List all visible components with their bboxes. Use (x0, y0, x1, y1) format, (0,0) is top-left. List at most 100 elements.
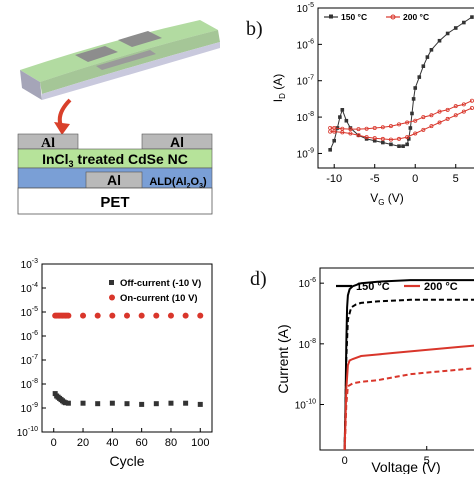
data-point (461, 102, 466, 107)
legend-marker (329, 14, 333, 19)
panel-a-device: Al Al InCl3 treated CdSe NC Al ALD(Al2O3… (0, 0, 240, 225)
data-point (406, 137, 411, 141)
y-tick-label: 10-9 (297, 147, 314, 160)
data-point (348, 126, 353, 130)
y-tick-label: 10-9 (21, 402, 38, 415)
data-point (413, 86, 418, 90)
data-point (94, 312, 101, 319)
series-line-1 (330, 100, 473, 130)
data-point (197, 401, 203, 407)
data-point (389, 142, 393, 147)
data-point (429, 48, 434, 52)
data-point (462, 20, 466, 25)
data-point (197, 312, 204, 319)
data-point (380, 125, 385, 130)
data-point (356, 133, 361, 138)
data-point (417, 75, 422, 79)
data-point (364, 126, 369, 131)
legend-label: 200 °C (403, 12, 429, 22)
substrate-label: PET (100, 194, 129, 211)
x-tick-label: 20 (77, 437, 89, 449)
series-line-1 (343, 298, 474, 451)
data-point (429, 124, 434, 129)
x-axis-label: Voltage (V) (371, 459, 440, 474)
x-tick-label: 5 (424, 455, 430, 467)
plot-frame (317, 7, 474, 169)
al-right-label: Al (170, 134, 184, 150)
data-point (453, 104, 458, 109)
panel-c-cycle-chart: 0 20 40 60 80 100 10-10 10-9 10-8 10-7 10-6 10-5 10-… (0, 250, 240, 474)
data-point (421, 64, 426, 68)
x-tick-label: 100 (191, 437, 209, 449)
data-point (332, 126, 337, 131)
arrowhead-icon (54, 122, 70, 135)
data-point (453, 113, 458, 118)
y-tick-label: 10-10 (17, 426, 38, 439)
data-point (109, 312, 116, 319)
dielectric-label: ALD(Al2O3) (149, 176, 207, 190)
x-tick-label: 80 (165, 437, 177, 449)
cycle-stability-svg: 0 20 40 60 80 100 10-10 10-9 10-8 10-7 10-6 10-5 10-… (17, 258, 213, 469)
y-axis-label: ID (A) (271, 74, 287, 102)
device-schematic: Al Al InCl3 treated CdSe NC Al ALD(Al2O3… (17, 20, 220, 215)
transfer-curve-svg: -10 -5 0 5 10-9 10-8 10-7 10-6 10-5 VG (V) ID (A) 1… (271, 2, 474, 207)
series-line-2 (343, 344, 474, 451)
plot-frame (319, 267, 474, 451)
data-point (80, 312, 87, 319)
data-point (429, 113, 434, 118)
data-point (381, 140, 385, 145)
y-tick-label: 10-4 (21, 282, 38, 295)
data-point (405, 135, 410, 140)
series-line-2 (330, 107, 473, 141)
panel-d-label: d) (250, 268, 267, 290)
series-line-0 (343, 279, 474, 451)
data-point (340, 108, 345, 112)
data-point (168, 400, 174, 406)
data-point (397, 144, 401, 148)
y-tick-label: 10-6 (21, 330, 38, 343)
data-point (328, 129, 333, 134)
y-tick-label: 10-6 (297, 38, 314, 51)
data-point (95, 401, 101, 407)
series-line-3 (343, 367, 474, 451)
y-tick-label: 10-7 (297, 75, 314, 88)
data-point (445, 31, 450, 36)
data-point (421, 127, 426, 132)
data-point (410, 111, 414, 116)
data-point (372, 136, 377, 141)
x-tick-label: 0 (342, 455, 348, 467)
y-tick-label: 10-8 (297, 111, 314, 124)
data-point (80, 400, 86, 406)
data-point (138, 312, 145, 319)
data-point (124, 312, 130, 319)
x-tick-label: 0 (412, 173, 418, 185)
data-point (364, 135, 369, 140)
y-tick-label: 10-8 (299, 338, 316, 351)
data-point (153, 401, 159, 407)
data-point (328, 148, 332, 152)
y-tick-label: 10-6 (299, 277, 316, 290)
data-point (408, 126, 413, 130)
x-axis-label: Cycle (109, 453, 144, 469)
y-tick-label: 10-8 (21, 378, 38, 391)
data-point (348, 131, 353, 136)
flexible-device-illustration (20, 20, 220, 100)
data-point (182, 312, 189, 319)
panel-b-transfer-chart: -10 -5 0 5 10-9 10-8 10-7 10-6 10-5 VG (V) ID (A) 1… (270, 0, 474, 225)
data-point (332, 129, 337, 134)
data-point (372, 126, 377, 131)
data-point (65, 312, 72, 319)
y-tick-label: 10-5 (297, 2, 314, 15)
data-point (437, 38, 442, 43)
data-point (397, 136, 402, 141)
data-point (421, 115, 426, 120)
al-left-label: Al (41, 136, 55, 151)
x-axis-label: VG (V) (370, 191, 404, 207)
data-point (461, 109, 466, 114)
data-point (183, 400, 189, 406)
data-point (332, 138, 337, 143)
data-point (437, 120, 442, 125)
data-point (340, 130, 345, 135)
data-point (65, 400, 71, 406)
plot-frame (41, 263, 213, 433)
